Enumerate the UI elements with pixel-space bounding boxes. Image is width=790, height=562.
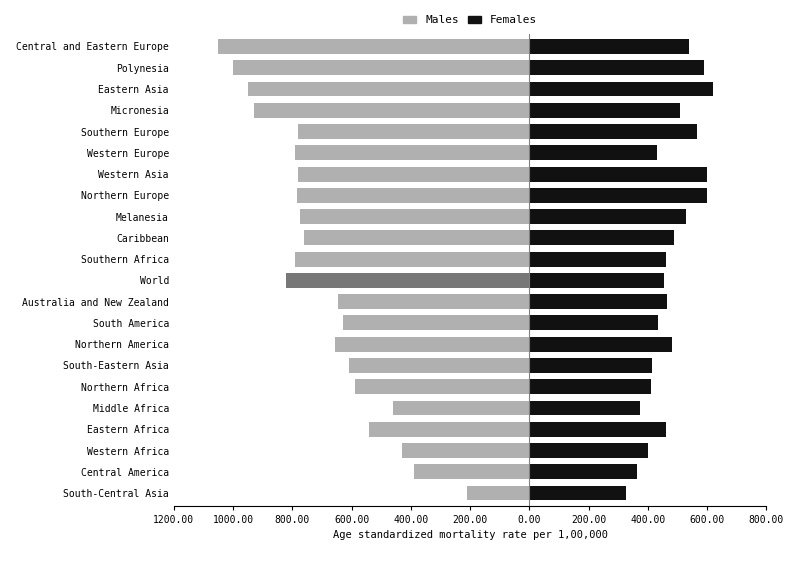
- Bar: [529, 422, 665, 437]
- Bar: [414, 464, 529, 479]
- Bar: [529, 39, 689, 54]
- Bar: [529, 486, 626, 501]
- Bar: [286, 273, 529, 288]
- Bar: [529, 81, 713, 97]
- Bar: [335, 337, 529, 352]
- Bar: [348, 358, 529, 373]
- Bar: [369, 422, 529, 437]
- Bar: [298, 166, 529, 182]
- Bar: [529, 188, 707, 203]
- Bar: [529, 209, 687, 224]
- Bar: [529, 358, 653, 373]
- Bar: [393, 401, 529, 415]
- Bar: [304, 230, 529, 245]
- Legend: Males, Females: Males, Females: [398, 11, 542, 30]
- Bar: [467, 486, 529, 501]
- Bar: [295, 252, 529, 266]
- Bar: [529, 60, 704, 75]
- Bar: [529, 443, 648, 458]
- X-axis label: Age standardized mortality rate per 1,00,000: Age standardized mortality rate per 1,00…: [333, 531, 608, 541]
- Bar: [299, 209, 529, 224]
- Bar: [248, 81, 529, 97]
- Bar: [254, 103, 529, 117]
- Bar: [529, 401, 641, 415]
- Bar: [529, 315, 658, 330]
- Bar: [529, 103, 680, 117]
- Bar: [529, 230, 675, 245]
- Bar: [529, 252, 665, 266]
- Bar: [529, 166, 707, 182]
- Bar: [297, 188, 529, 203]
- Bar: [529, 294, 667, 309]
- Bar: [529, 146, 656, 160]
- Bar: [338, 294, 529, 309]
- Bar: [529, 124, 697, 139]
- Bar: [529, 337, 672, 352]
- Bar: [298, 124, 529, 139]
- Bar: [355, 379, 529, 394]
- Bar: [529, 273, 664, 288]
- Bar: [233, 60, 529, 75]
- Bar: [295, 146, 529, 160]
- Bar: [343, 315, 529, 330]
- Bar: [529, 379, 651, 394]
- Bar: [218, 39, 529, 54]
- Bar: [529, 464, 638, 479]
- Bar: [402, 443, 529, 458]
